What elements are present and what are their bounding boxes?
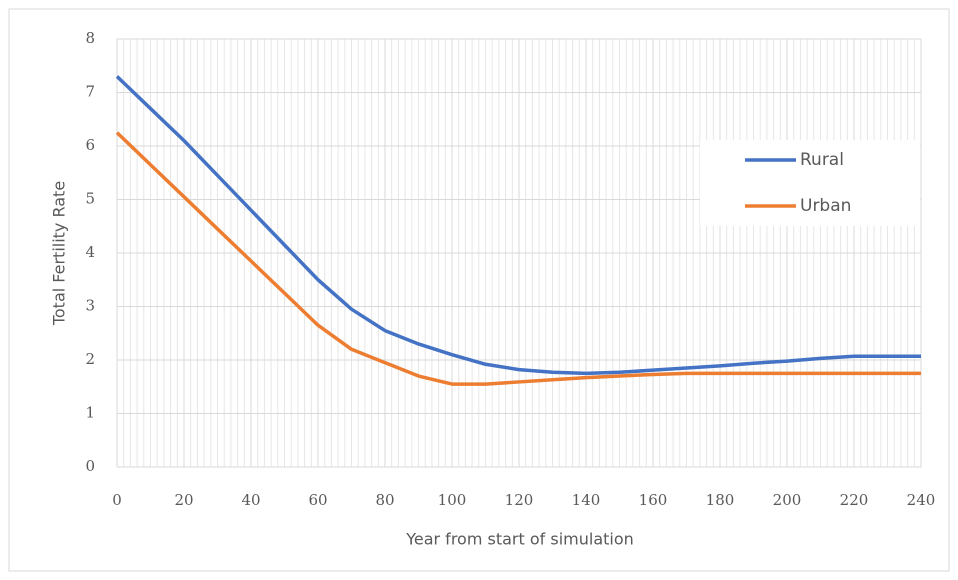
x-tick-label: 160	[639, 491, 668, 509]
x-tick-label: 0	[112, 491, 122, 509]
y-tick-label: 1	[85, 404, 95, 422]
y-tick-label: 6	[85, 136, 95, 154]
y-tick-label: 7	[85, 83, 95, 101]
x-tick-label: 120	[505, 491, 534, 509]
y-tick-label: 8	[85, 29, 95, 47]
y-tick-label: 3	[85, 297, 95, 315]
y-axis-title: Total Fertility Rate	[50, 181, 69, 326]
x-axis-title: Year from start of simulation	[405, 530, 634, 549]
legend-label: Rural	[800, 150, 844, 170]
x-tick-label: 200	[773, 491, 802, 509]
x-tick-label: 60	[308, 491, 327, 509]
y-tick-label: 5	[85, 190, 95, 208]
legend-box	[700, 140, 920, 226]
x-tick-label: 40	[241, 491, 260, 509]
y-tick-label: 0	[85, 457, 95, 475]
legend-label: Urban	[800, 196, 851, 216]
x-tick-label: 240	[907, 491, 936, 509]
x-tick-label: 80	[375, 491, 394, 509]
line-series	[115, 131, 921, 386]
x-tick-label: 220	[840, 491, 869, 509]
x-tick-label: 20	[174, 491, 193, 509]
x-tick-label: 100	[438, 491, 467, 509]
y-tick-label: 4	[85, 243, 95, 261]
y-tick-label: 2	[85, 350, 95, 368]
line-series	[115, 75, 921, 376]
x-tick-label: 180	[706, 491, 735, 509]
x-tick-label: 140	[572, 491, 601, 509]
